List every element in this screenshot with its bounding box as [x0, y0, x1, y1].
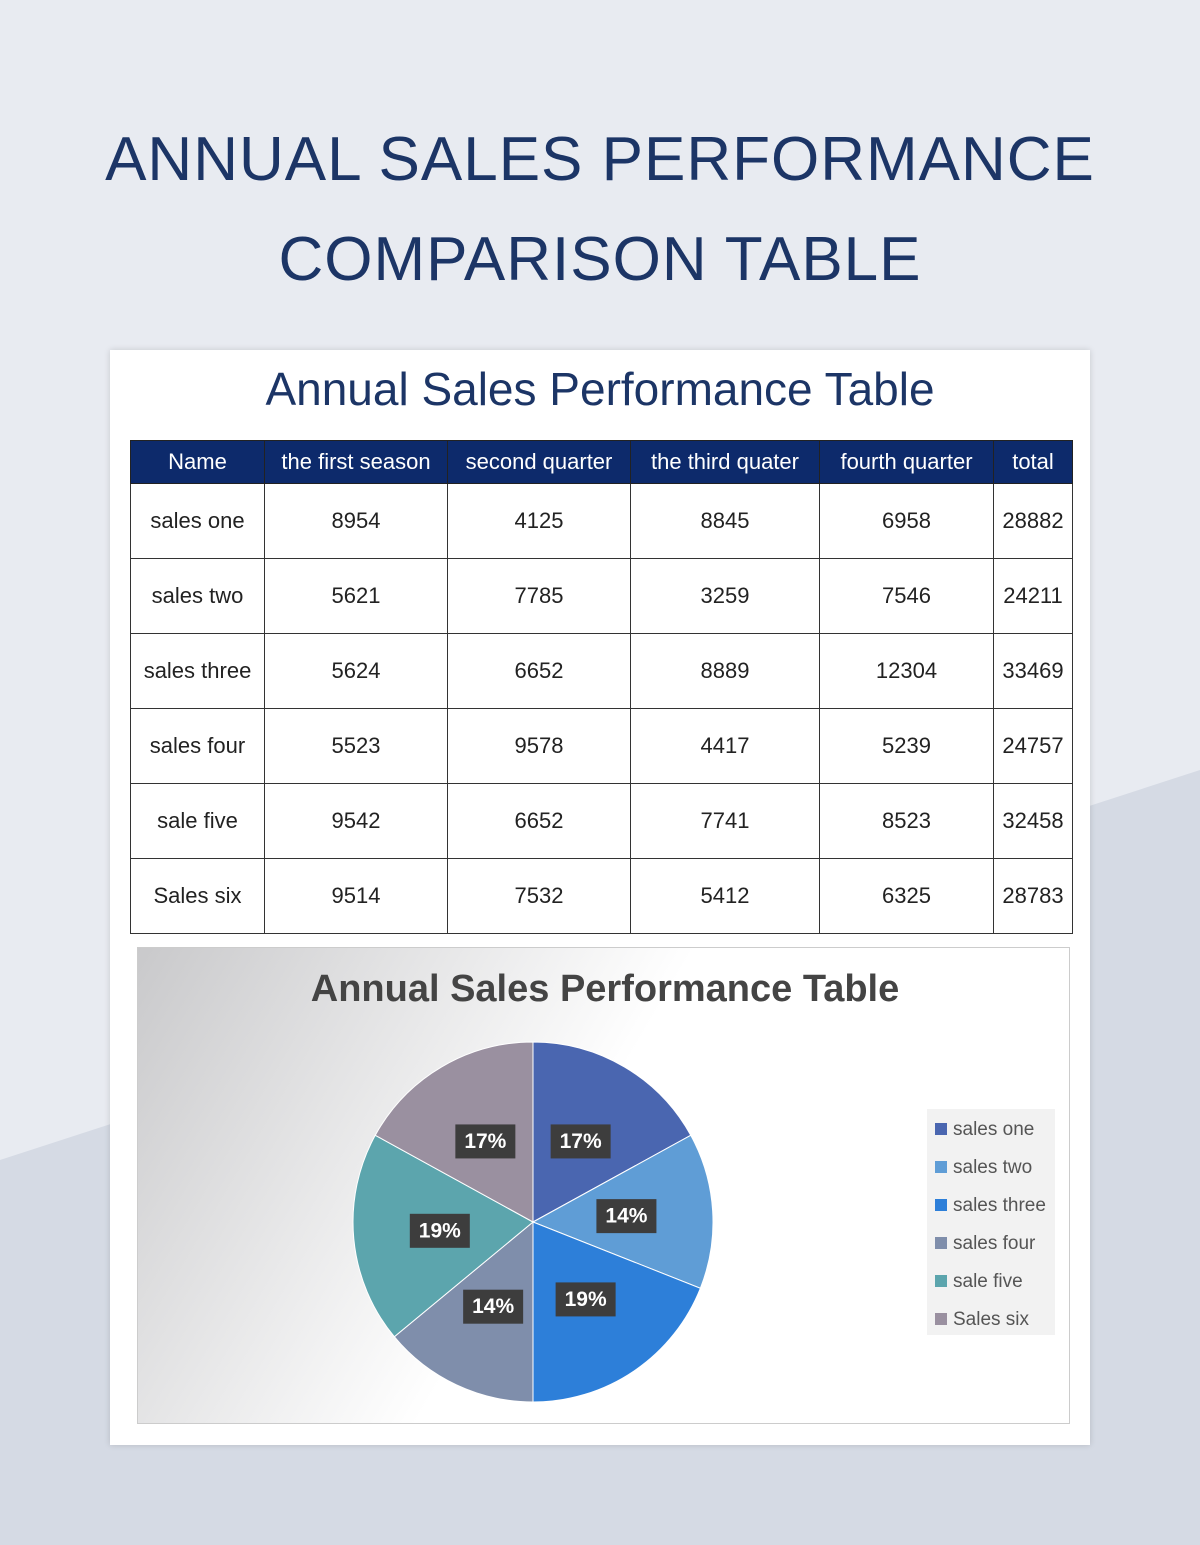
- table-row: sales one 8954 4125 8845 6958 28882: [130, 483, 1073, 559]
- legend-swatch: [935, 1313, 947, 1325]
- pie-slice: [374, 1041, 534, 1223]
- table-row: sales three 5624 6652 8889 12304 33469: [130, 633, 1073, 709]
- label-box: [455, 1124, 516, 1159]
- cell-value: 8889: [630, 633, 820, 709]
- cell-value: 7546: [819, 558, 994, 634]
- cell-value: 5621: [264, 558, 448, 634]
- column-header: total: [993, 440, 1073, 484]
- cell-value: 9514: [264, 858, 448, 934]
- cell-value: 5412: [630, 858, 820, 934]
- cell-value: 7741: [630, 783, 820, 859]
- column-header: Name: [130, 440, 265, 484]
- label-box: [596, 1199, 657, 1234]
- table-row: sales four 5523 9578 4417 5239 24757: [130, 708, 1073, 784]
- cell-value: 28882: [993, 483, 1073, 559]
- cell-value: 7785: [447, 558, 631, 634]
- cell-value: 6958: [819, 483, 994, 559]
- page-title: ANNUAL SALES PERFORMANCE COMPARISON TABL…: [105, 125, 1095, 294]
- data-label: 19%: [419, 1219, 461, 1242]
- cell-value: 33469: [993, 633, 1073, 709]
- cell-value: 12304: [819, 633, 994, 709]
- data-label: 17%: [464, 1130, 506, 1153]
- data-label: 19%: [565, 1288, 607, 1311]
- table-row: Sales six 9514 7532 5412 6325 28783: [130, 858, 1073, 934]
- header-row: Name the first season second quarter the th…: [130, 440, 1073, 484]
- cell-value: 3259: [630, 558, 820, 634]
- row-name: sale five: [130, 783, 265, 859]
- cell-value: 24211: [993, 558, 1073, 634]
- column-header: the third quater: [630, 440, 820, 484]
- card: Annual Sales Performance Table Name the f…: [110, 350, 1090, 1445]
- row-name: Sales six: [130, 858, 265, 934]
- table-title: Annual Sales Performance Table: [265, 363, 935, 415]
- label-box: [550, 1124, 611, 1159]
- pie-slice: [532, 1041, 692, 1223]
- table-row: sales two 5621 7785 3259 7546 24211: [130, 558, 1073, 634]
- cell-value: 5624: [264, 633, 448, 709]
- cell-value: 5239: [819, 708, 994, 784]
- legend-box: [927, 1109, 1055, 1335]
- column-header: second quarter: [447, 440, 631, 484]
- label-box: [463, 1289, 524, 1324]
- cell-value: 6652: [447, 783, 631, 859]
- row-name: sales one: [130, 483, 265, 559]
- legend-label: sales one: [953, 1119, 1034, 1140]
- legend-swatch: [935, 1123, 947, 1135]
- chart: Annual Sales Performance Table 17% 14% 19%…: [137, 947, 1070, 1424]
- table-body: sales one 8954 4125 8845 6958 28882 sales two 5…: [130, 483, 1073, 934]
- data-label: 17%: [560, 1130, 602, 1153]
- cell-value: 8523: [819, 783, 994, 859]
- chart-title: Annual Sales Performance Table: [311, 968, 900, 1010]
- cell-value: 4125: [447, 483, 631, 559]
- cell-value: 7532: [447, 858, 631, 934]
- cell-value: 5523: [264, 708, 448, 784]
- legend-swatch: [935, 1199, 947, 1211]
- column-header: the first season: [264, 440, 448, 484]
- data-label: 14%: [472, 1295, 514, 1318]
- row-name: sales two: [130, 558, 265, 634]
- data-label: 14%: [605, 1205, 647, 1228]
- legend-swatch: [935, 1161, 947, 1173]
- legend-label: sales four: [953, 1233, 1036, 1254]
- legend-label: sale five: [953, 1271, 1023, 1292]
- legend-label: sales two: [953, 1157, 1032, 1178]
- sales-table: Name the first season second quarter the th…: [130, 440, 1073, 934]
- row-name: sales four: [130, 708, 265, 784]
- cell-value: 8954: [264, 483, 448, 559]
- cell-value: 6325: [819, 858, 994, 934]
- cell-value: 9578: [447, 708, 631, 784]
- table-row: sale five 9542 6652 7741 8523 32458: [130, 783, 1073, 859]
- cell-value: 4417: [630, 708, 820, 784]
- legend-label: Sales six: [953, 1309, 1030, 1330]
- legend-label: sales three: [953, 1195, 1046, 1216]
- column-header: fourth quarter: [819, 440, 994, 484]
- label-box: [409, 1213, 470, 1248]
- cell-value: 9542: [264, 783, 448, 859]
- cell-value: 28783: [993, 858, 1073, 934]
- legend-swatch: [935, 1275, 947, 1287]
- cell-value: 24757: [993, 708, 1073, 784]
- cell-value: 6652: [447, 633, 631, 709]
- cell-value: 32458: [993, 783, 1073, 859]
- cell-value: 8845: [630, 483, 820, 559]
- row-name: sales three: [130, 633, 265, 709]
- label-box: [555, 1282, 616, 1317]
- pie-slice: [532, 1221, 702, 1403]
- legend-swatch: [935, 1237, 947, 1249]
